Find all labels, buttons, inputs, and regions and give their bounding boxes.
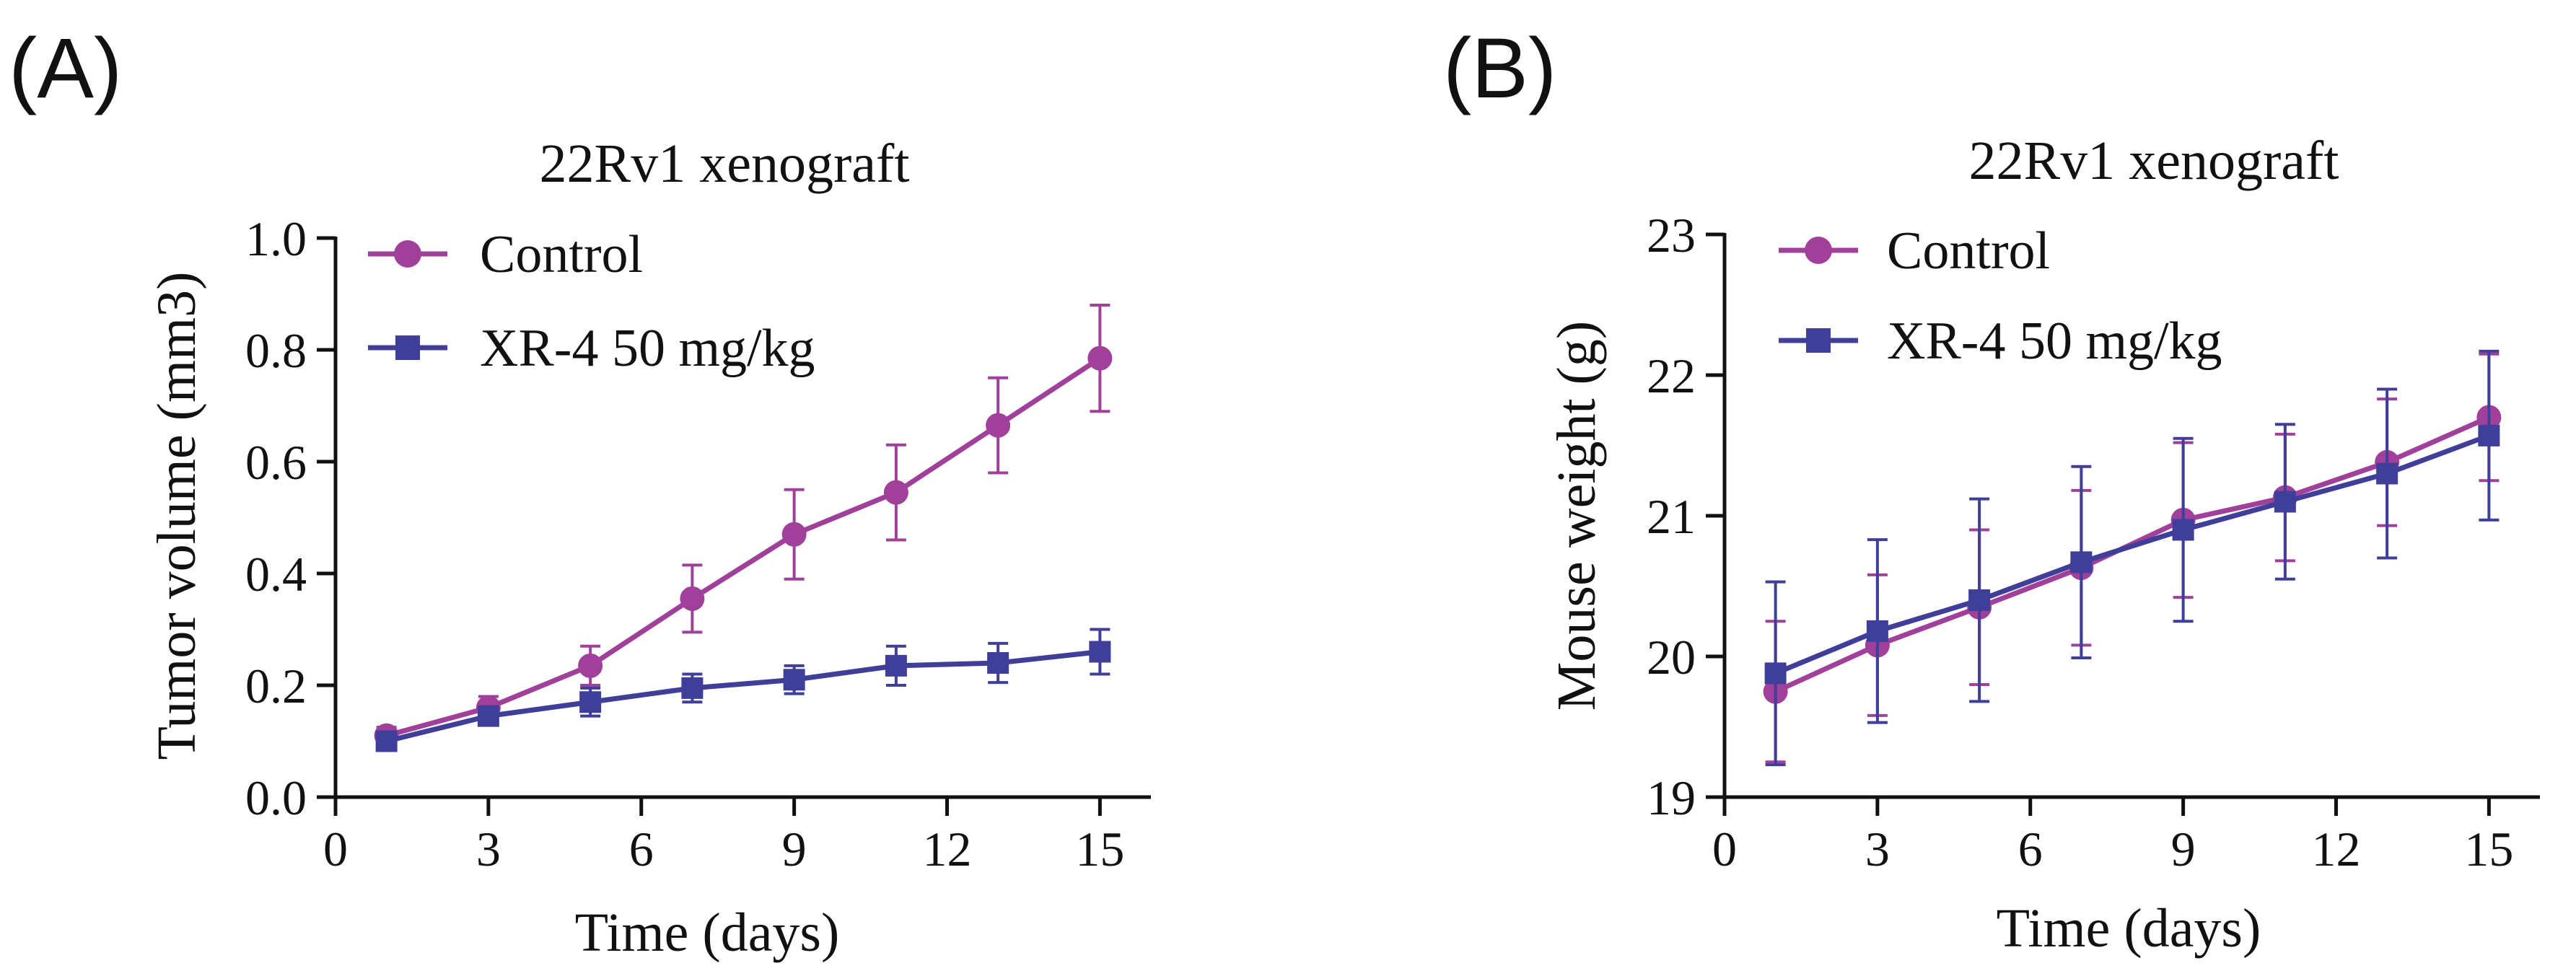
data-point [1968, 589, 1991, 611]
chart-title-b: 22Rv1 xenograft [1969, 131, 2339, 191]
y-tick-label: 20 [1647, 630, 1696, 685]
data-point [2070, 551, 2093, 573]
legend-label: Control [480, 225, 643, 284]
data-point [1866, 620, 1888, 642]
panel-label-b: (B) [1443, 21, 1556, 116]
data-point [2478, 424, 2500, 447]
legend-marker [1806, 328, 1831, 353]
marks-a [374, 304, 1113, 752]
legend-marker [395, 335, 420, 360]
data-point [681, 677, 704, 699]
panel-a: (A) 22Rv1 xenograft Tumor volume (mm3) T… [9, 21, 1151, 963]
legend-label: XR-4 50 mg/kg [480, 319, 815, 378]
y-axis-label-b: Mouse weight (g) [1546, 321, 1607, 711]
data-point [2172, 519, 2194, 541]
data-point [1089, 641, 1111, 663]
data-point [783, 669, 805, 691]
data-point [987, 652, 1009, 674]
legend-a: Control XR-4 50 mg/kg [368, 225, 815, 378]
y-axis-label-a: Tumor volume (mm3) [146, 272, 207, 760]
x-tick-label: 0 [1712, 822, 1737, 876]
y-tick-label: 0.6 [245, 435, 307, 490]
axes-b: 0 3 6 9 12 15 19 20 21 22 23 [1647, 208, 2540, 876]
data-point [885, 654, 907, 677]
x-axis-label-b: Time (days) [1997, 898, 2261, 959]
y-tick-label: 19 [1647, 770, 1696, 825]
x-tick-label: 3 [476, 822, 501, 876]
y-tick-label: 21 [1647, 489, 1696, 544]
legend-entry-xr4: XR-4 50 mg/kg [1779, 312, 2222, 371]
panel-label-a: (A) [9, 21, 122, 116]
x-tick-label: 9 [2171, 822, 2196, 876]
x-tick-label: 6 [2018, 822, 2043, 876]
legend-entry-xr4: XR-4 50 mg/kg [368, 319, 815, 378]
data-point [477, 705, 499, 727]
x-axis-label-a: Time (days) [575, 902, 840, 963]
marks-b [1763, 349, 2502, 767]
legend-marker [394, 240, 421, 268]
x-tick-label: 12 [2312, 822, 2361, 876]
x-tick-label: 3 [1865, 822, 1890, 876]
data-point [578, 653, 603, 678]
legend-marker [1805, 237, 1832, 264]
legend-b: Control XR-4 50 mg/kg [1779, 221, 2222, 371]
y-tick-label: 0.8 [245, 323, 307, 378]
data-point [986, 413, 1011, 438]
panel-b: (B) 22Rv1 xenograft Mouse weight (g) Tim… [1443, 21, 2540, 959]
data-point [579, 691, 602, 713]
data-point [375, 730, 398, 752]
y-tick-label: 0.4 [245, 547, 307, 602]
data-point [2376, 462, 2398, 485]
series-xr4 [1764, 349, 2500, 767]
series-line [385, 356, 1102, 739]
x-tick-label: 15 [1075, 822, 1124, 876]
legend-label: Control [1887, 221, 2050, 281]
x-tick-label: 0 [323, 822, 348, 876]
y-tick-label: 0.0 [245, 770, 307, 825]
x-tick-label: 15 [2464, 822, 2513, 876]
legend-entry-control: Control [1779, 221, 2050, 281]
data-point [1764, 662, 1787, 685]
y-tick-label: 23 [1647, 208, 1696, 263]
legend-label: XR-4 50 mg/kg [1887, 312, 2222, 371]
chart-title-a: 22Rv1 xenograft [540, 133, 910, 194]
series-line [385, 649, 1100, 744]
series-line [1774, 433, 2490, 676]
data-point [883, 480, 908, 505]
y-tick-label: 0.2 [245, 659, 307, 713]
data-point [1087, 346, 1113, 371]
series-xr4 [375, 628, 1111, 752]
x-tick-label: 9 [782, 822, 807, 876]
data-point [680, 586, 705, 611]
axes-a: 0 3 6 9 12 15 0.0 0.2 0.4 0.6 0.8 1.0 [245, 211, 1151, 876]
data-point [781, 522, 807, 547]
x-tick-label: 12 [923, 822, 972, 876]
data-point [2274, 491, 2296, 513]
y-tick-label: 1.0 [245, 211, 307, 266]
legend-entry-control: Control [368, 225, 643, 284]
x-tick-label: 6 [629, 822, 654, 876]
y-tick-label: 22 [1647, 348, 1696, 403]
